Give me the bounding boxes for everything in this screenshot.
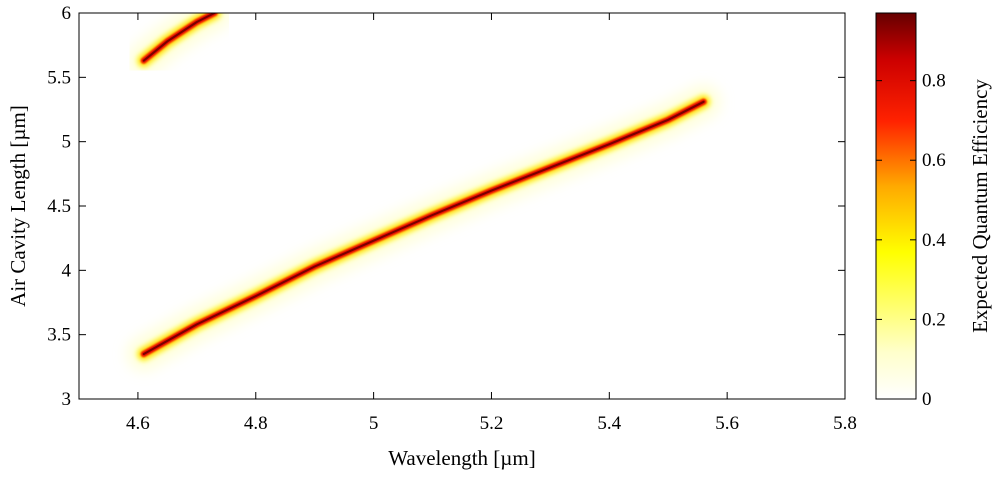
y-tick-label: 4 xyxy=(62,260,72,281)
x-tick-label: 4.6 xyxy=(126,413,150,434)
colorbar-gradient xyxy=(876,13,916,399)
y-tick-label: 4.5 xyxy=(47,196,71,217)
ridge-band xyxy=(142,13,216,62)
heatmap-ridge-1 xyxy=(126,84,721,371)
colorbar-tick-label: 0.6 xyxy=(922,150,946,171)
x-tick-label: 5 xyxy=(369,413,379,434)
plot-area xyxy=(78,12,846,400)
x-tick-label: 4.8 xyxy=(244,413,268,434)
y-tick-label: 3 xyxy=(62,389,72,410)
x-tick-label: 5.2 xyxy=(480,413,504,434)
ridge-band xyxy=(142,100,705,355)
colorbar: 0 0.2 0.4 0.6 0.8 Expected Quantum Efficienc… xyxy=(875,12,992,410)
y-tick-label: 5 xyxy=(62,132,72,153)
colorbar-tick-label: 0.2 xyxy=(922,309,946,330)
x-tick-label: 5.6 xyxy=(715,413,739,434)
y-axis: 3 3.5 4 4.5 5 5.5 6 xyxy=(47,3,845,410)
colorbar-tick-label: 0.8 xyxy=(922,71,946,92)
y-tick-label: 3.5 xyxy=(47,325,71,346)
y-tick-label: 6 xyxy=(62,3,72,24)
x-axis-label: Wavelength [µm] xyxy=(388,446,535,470)
heatmap-ridge-2 xyxy=(126,13,232,78)
colorbar-frame xyxy=(875,12,917,400)
x-tick-label: 5.4 xyxy=(597,413,621,434)
y-tick-label: 5.5 xyxy=(47,67,71,88)
x-axis: 4.6 4.8 5 5.2 5.4 5.6 5.8 xyxy=(126,13,857,434)
colorbar-label: Expected Quantum Efficiency xyxy=(968,79,992,333)
y-axis-label: Air Cavity Length [µm] xyxy=(6,105,30,307)
x-tick-label: 5.8 xyxy=(833,413,857,434)
colorbar-tick-label: 0 xyxy=(922,389,932,410)
colorbar-tick-label: 0.4 xyxy=(922,230,946,251)
